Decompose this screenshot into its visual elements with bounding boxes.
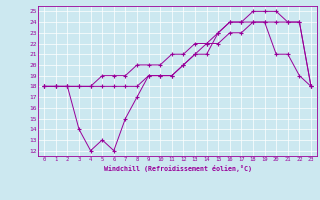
X-axis label: Windchill (Refroidissement éolien,°C): Windchill (Refroidissement éolien,°C)	[104, 165, 252, 172]
